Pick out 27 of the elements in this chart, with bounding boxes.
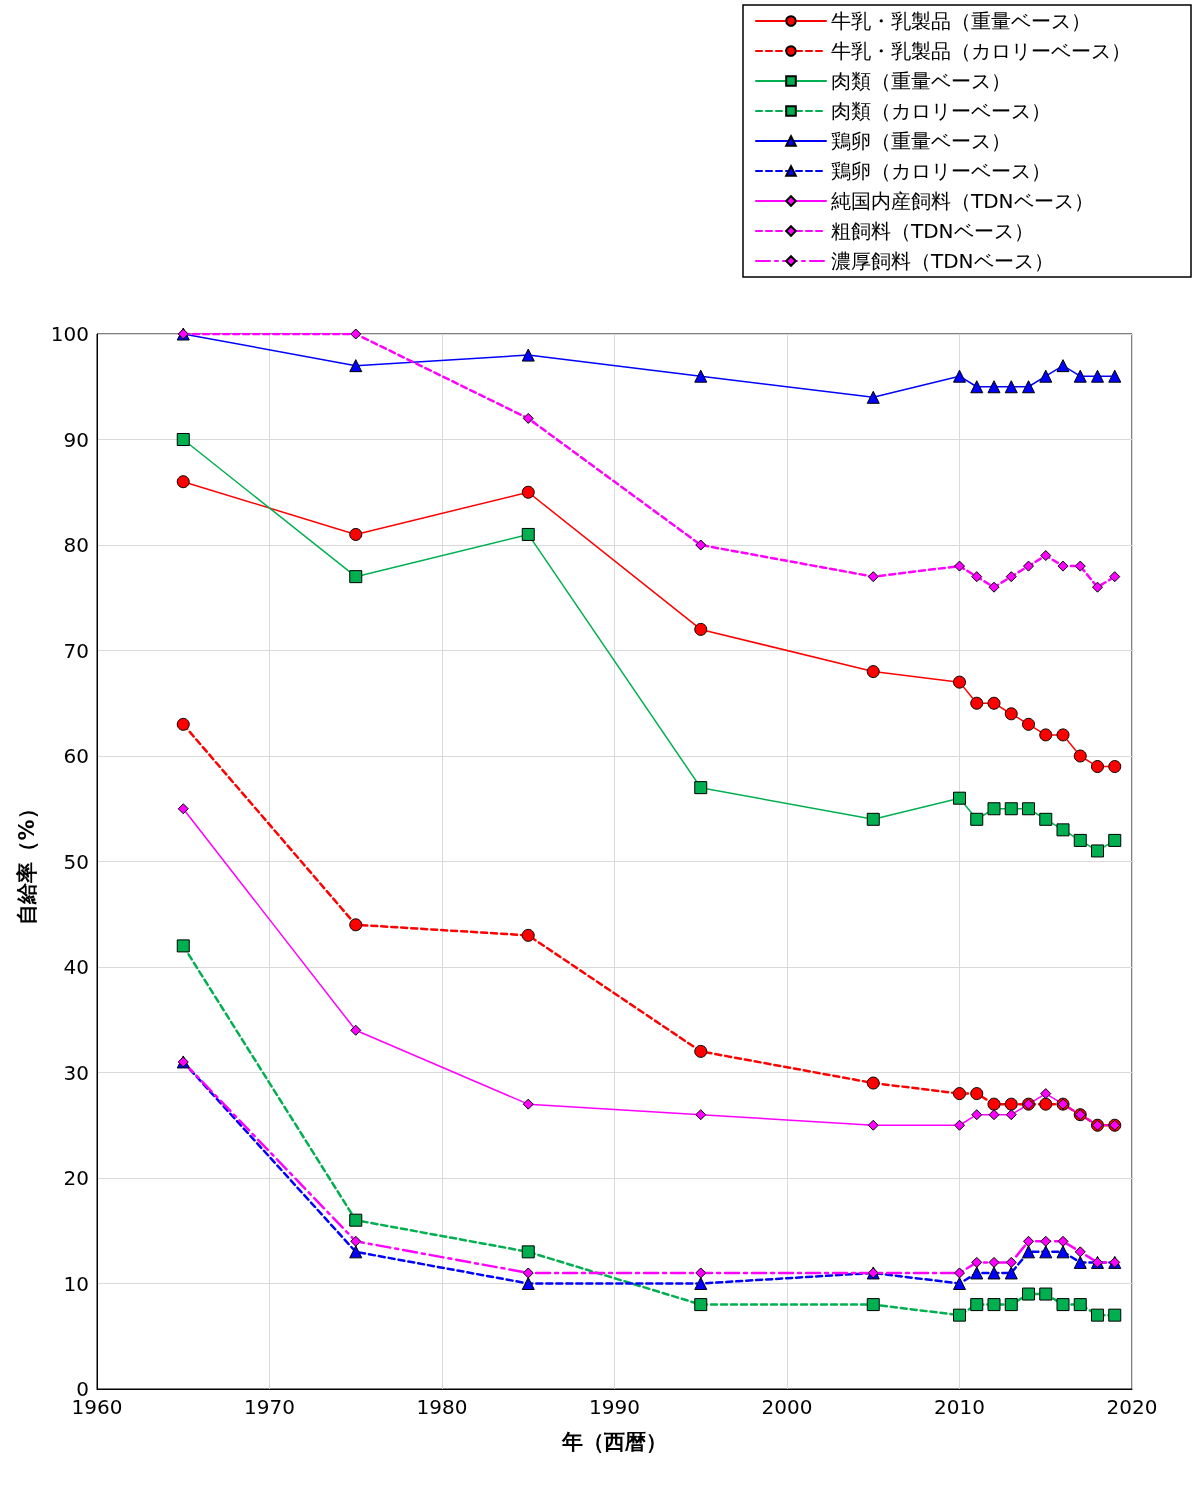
- y-tick-label: 30: [63, 1060, 89, 1085]
- y-axis-title: 自給率（%）: [14, 798, 39, 925]
- x-tick-label: 2000: [761, 1395, 813, 1419]
- y-tick-label: 50: [63, 849, 89, 874]
- legend-label: 粗飼料（TDNベース）: [831, 219, 1034, 243]
- legend-label: 純国内産飼料（TDNベース）: [831, 189, 1094, 213]
- x-tick-label: 1980: [416, 1395, 468, 1419]
- y-tick-label: 80: [63, 533, 89, 557]
- x-axis-title: 年（西暦）: [561, 1429, 667, 1454]
- x-tick-label: 2010: [934, 1395, 985, 1419]
- y-tick-label: 60: [63, 744, 89, 768]
- x-tick-label: 1970: [244, 1395, 295, 1419]
- y-tick-label: 10: [63, 1271, 89, 1296]
- x-tick-label: 1990: [589, 1395, 640, 1419]
- legend-label: 濃厚飼料（TDNベース）: [831, 249, 1054, 273]
- legend-label: 肉類（カロリーベース）: [831, 99, 1051, 123]
- x-tick-label: 2020: [1106, 1395, 1158, 1419]
- legend-label: 鶏卵（重量ベース）: [831, 129, 1011, 153]
- y-tick-label: 20: [63, 1166, 89, 1190]
- y-tick-label: 70: [63, 638, 89, 663]
- legend-label: 鶏卵（カロリーベース）: [831, 159, 1051, 183]
- legend-label: 肉類（重量ベース）: [831, 69, 1011, 93]
- y-tick-label: 40: [63, 955, 89, 979]
- legend-label: 牛乳・乳製品（カロリーベース）: [831, 39, 1131, 63]
- y-tick-label: 90: [63, 427, 89, 452]
- legend-label: 牛乳・乳製品（重量ベース）: [831, 9, 1091, 33]
- y-tick-label: 100: [50, 322, 89, 346]
